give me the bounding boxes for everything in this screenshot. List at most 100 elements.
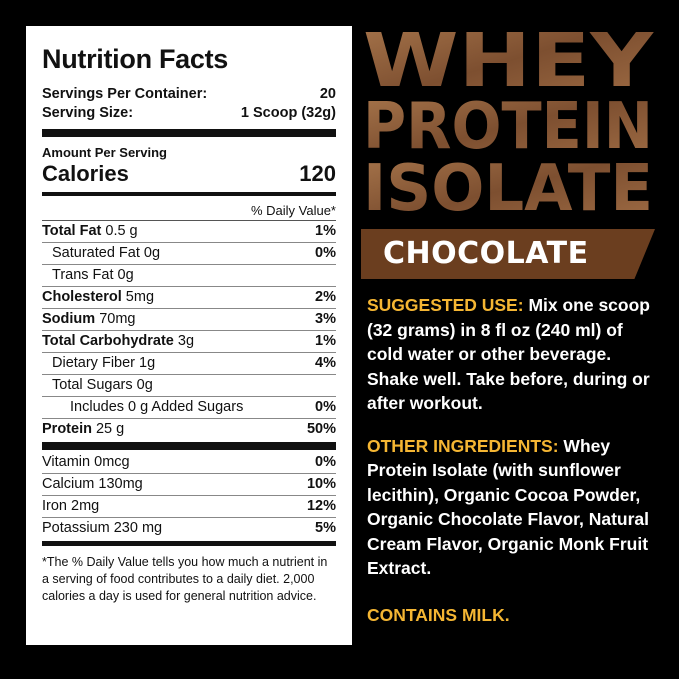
divider <box>42 442 336 450</box>
nutrient-row: Vitamin 0mcg 0% <box>42 452 336 474</box>
product-title: WHEY PROTEIN ISOLATE <box>363 18 655 226</box>
nutrient-row: Potassium 230 mg 5% <box>42 518 336 539</box>
nutrient: Potassium 230 mg <box>42 518 162 539</box>
nutrient-amount: 0mcg <box>94 454 130 470</box>
nutrient: Cholesterol 5mg <box>42 287 154 308</box>
nutrient: Total Carbohydrate 3g <box>42 331 194 352</box>
daily-value: 0% <box>315 245 336 261</box>
nutrient-row: Sodium 70mg 3% <box>42 309 336 331</box>
daily-value: 2% <box>315 289 336 305</box>
nutrient: Total Fat 0.5 g <box>42 221 138 242</box>
daily-value: 12% <box>306 498 336 514</box>
label: OTHER INGREDIENTS: <box>367 435 559 456</box>
daily-value: 1% <box>315 333 336 349</box>
nutrient-row: Total Fat 0.5 g 1% <box>42 221 336 243</box>
flavor: CHOCOLATE <box>383 236 589 271</box>
label: SUGGESTED USE: <box>367 295 524 315</box>
nutrient: Vitamin 0mcg <box>42 452 130 473</box>
daily-value: 1% <box>315 223 336 239</box>
nutrient-amount: 0g <box>117 267 134 283</box>
text: Mix one scoop (32 grams) in 8 fl oz (240… <box>367 295 650 413</box>
nutrient: Calcium 130mg <box>42 474 143 495</box>
nutrient-amount: 0g <box>136 377 153 393</box>
nutrient-row: Total Carbohydrate 3g 1% <box>42 331 336 353</box>
nutrient-row: Cholesterol 5mg 2% <box>42 287 336 309</box>
nutrient-amount: 230 mg <box>113 520 163 536</box>
daily-value: 4% <box>315 355 336 371</box>
title-line: PROTEIN <box>363 90 653 164</box>
nutrient-name: Includes 0 g Added Sugars <box>70 399 244 415</box>
daily-value: 3% <box>315 311 336 327</box>
nutrient: Protein 25 g <box>42 419 124 440</box>
daily-value: 10% <box>306 476 336 492</box>
allergen: CONTAINS MILK. <box>367 604 510 625</box>
nutrient-row: Dietary Fiber 1g 4% <box>42 353 336 375</box>
nutrient-amount: 1g <box>139 355 156 371</box>
nutrient-name: Total Fat <box>42 223 102 239</box>
label: Servings Per Container: <box>42 86 208 102</box>
panel-title: Nutrition Facts <box>42 44 229 74</box>
suggested-use: SUGGESTED USE: Mix one scoop (32 grams) … <box>367 293 655 416</box>
nutrient-amount: 70mg <box>99 311 136 327</box>
label: Calories <box>42 161 129 186</box>
nutrient: Trans Fat 0g <box>42 265 134 286</box>
nutrient-name: Total Carbohydrate <box>42 333 174 349</box>
nutrient-row: Saturated Fat 0g 0% <box>42 243 336 265</box>
nutrient-amount: 130mg <box>98 476 143 492</box>
value: 1 Scoop (32g) <box>240 105 336 121</box>
nutrient-row: Calcium 130mg 10% <box>42 474 336 496</box>
nutrient-amount: 0.5 g <box>105 223 138 239</box>
title-line: ISOLATE <box>363 152 653 212</box>
nutrient-amount: 2mg <box>71 498 100 514</box>
nutrient-name: Sodium <box>42 311 96 327</box>
calories-row: Calories 120 <box>42 160 336 188</box>
other-ingredients: OTHER INGREDIENTS: Whey Protein Isolate … <box>367 434 655 581</box>
nutrient-amount: 25 g <box>95 421 125 437</box>
footnote: *The % Daily Value tells you how much a … <box>42 555 328 603</box>
nutrient-name: Saturated Fat <box>52 245 140 261</box>
divider <box>42 541 336 546</box>
nutrient-row: Protein 25 g 50% <box>42 419 336 440</box>
amount-per-serving: Amount Per Serving <box>42 145 167 160</box>
nutrient: Dietary Fiber 1g <box>42 353 155 374</box>
nutrient-name: Protein <box>42 421 92 437</box>
nutrition-facts-panel: Nutrition Facts Servings Per Container: 2… <box>26 26 352 645</box>
daily-value: 0% <box>315 399 336 415</box>
nutrient-amount: 5mg <box>125 289 155 305</box>
nutrient: Total Sugars 0g <box>42 375 153 396</box>
serving-size-row: Serving Size: 1 Scoop (32g) <box>42 104 336 123</box>
servings-row: Servings Per Container: 20 <box>42 85 336 104</box>
nutrient-name: Vitamin <box>42 454 91 470</box>
value: 20 <box>319 86 336 102</box>
daily-value: 5% <box>315 520 336 536</box>
daily-value: 0% <box>315 454 336 470</box>
nutrient-name: Cholesterol <box>42 289 122 305</box>
label: Serving Size: <box>42 105 134 121</box>
flavor-banner: CHOCOLATE <box>361 229 655 279</box>
product-info: WHEY PROTEIN ISOLATE CHOCOLATE SUGGESTED… <box>361 18 655 645</box>
divider <box>42 192 336 196</box>
nutrient-name: Trans Fat <box>52 267 114 283</box>
nutrient-amount: 0g <box>143 245 161 261</box>
text: Whey Protein Isolate (with sunflower lec… <box>367 435 650 579</box>
nutrient: Iron 2mg <box>42 496 99 517</box>
nutrient-name: Calcium <box>42 476 95 492</box>
nutrient: Includes 0 g Added Sugars <box>42 397 243 418</box>
title-line: WHEY <box>363 22 655 104</box>
nutrient-name: Iron <box>42 498 67 514</box>
nutrient-name: Total Sugars <box>52 377 133 393</box>
nutrient-row: Iron 2mg 12% <box>42 496 336 518</box>
vitamin-list: Vitamin 0mcg 0% Calcium 130mg 10% Iron 2mg 12… <box>42 452 336 539</box>
value: 120 <box>299 161 336 186</box>
divider <box>42 129 336 137</box>
nutrient-list: Total Fat 0.5 g 1% Saturated Fat 0g 0% Trans… <box>42 221 336 440</box>
nutrient-row: Trans Fat 0g <box>42 265 336 287</box>
daily-value: 50% <box>306 421 336 437</box>
daily-value-header: % Daily Value* <box>42 196 336 221</box>
nutrient-amount: 3g <box>177 333 195 349</box>
nutrient-name: Dietary Fiber <box>52 355 135 371</box>
nutrient-row: Total Sugars 0g <box>42 375 336 397</box>
nutrient: Saturated Fat 0g <box>42 243 160 264</box>
nutrient-row: Includes 0 g Added Sugars 0% <box>42 397 336 419</box>
